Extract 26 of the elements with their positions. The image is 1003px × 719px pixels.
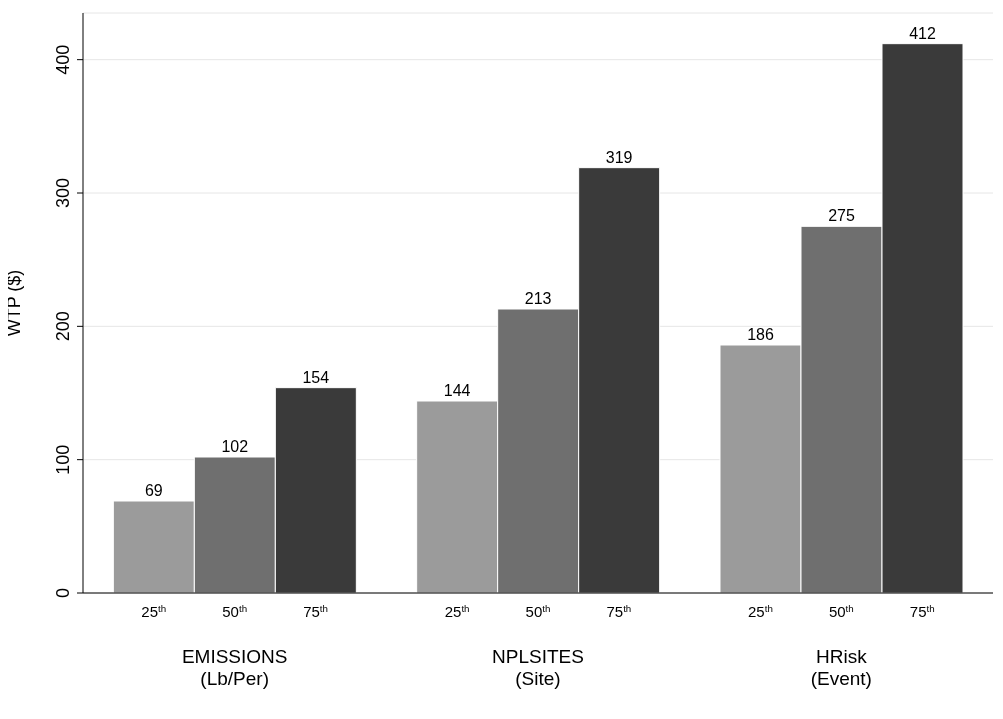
text: 75$^{th}$: [909, 602, 935, 620]
y-tick-label: 0: [53, 587, 73, 599]
data-label: 319: [605, 148, 633, 166]
data-label: 213: [524, 290, 552, 307]
data-label: 144: [443, 382, 471, 399]
data-label: 412: [909, 24, 936, 42]
data-label: 102: [221, 438, 249, 455]
x-tick-label: EMISSIONS (Lb/Per): [181, 646, 288, 689]
y-tick-label: 200: [53, 311, 73, 342]
text: 50$^{th}$: [525, 602, 551, 620]
data-label: 275: [828, 207, 855, 225]
text: 25$^{th}$: [444, 602, 470, 620]
text: 75$^{th}$: [606, 602, 632, 620]
data-label: 186: [747, 326, 774, 343]
text: 25$^{th}$: [748, 602, 773, 620]
series-label: 75$^{th}$: [303, 602, 328, 620]
series-label: 25$^{th}$: [141, 602, 167, 620]
y-tick-label: 400: [53, 44, 73, 75]
y-tick-label: 300: [53, 177, 73, 209]
data-label: 69: [144, 482, 163, 499]
text: 50$^{th}$: [828, 602, 854, 620]
x-tick-label: NPLSITES (Site): [492, 646, 584, 689]
data-label: 154: [302, 368, 330, 386]
y-tick-label: 100: [53, 444, 73, 475]
x-tick-label: HRisk (Event): [810, 646, 872, 689]
series-label: 50$^{th}$: [222, 602, 248, 620]
